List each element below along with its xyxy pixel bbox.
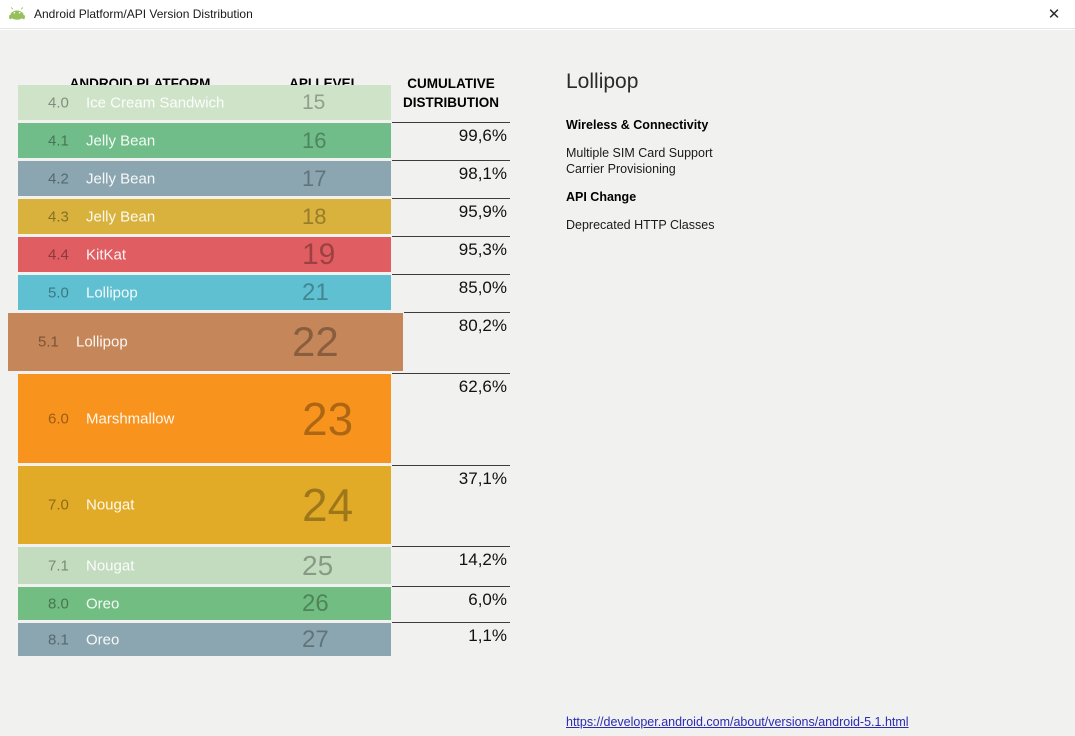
table-row[interactable]: 8.0 Oreo 26 6,0% — [0, 586, 512, 620]
dialog-content: ANDROID PLATFORM VERSION API LEVEL CUMUL… — [0, 30, 1075, 736]
cumulative-cell: 98,1% — [392, 160, 510, 196]
api-level-label: 23 — [302, 392, 354, 445]
version-bar: 6.0 Marshmallow 23 — [18, 374, 391, 463]
api-level-label: 24 — [302, 479, 354, 531]
table-row[interactable]: 4.0 Ice Cream Sandwich 15 — [0, 85, 512, 120]
rows-container: 4.0 Ice Cream Sandwich 15 4.1 Jelly Bean 16 99… — [0, 85, 512, 659]
details-item: Deprecated HTTP Classes — [566, 218, 715, 232]
table-row[interactable]: 5.0 Lollipop 21 85,0% — [0, 274, 512, 310]
details-section-heading: API Change — [566, 190, 637, 204]
api-level-label: 22 — [292, 318, 339, 365]
version-name-label: Lollipop — [86, 284, 138, 301]
version-label: 5.1 — [38, 333, 59, 351]
version-bar: 5.1 Lollipop 22 — [8, 313, 403, 371]
api-level-label: 15 — [302, 90, 326, 114]
version-label: 4.2 — [48, 170, 69, 187]
cumulative-cell: 14,2% — [392, 546, 510, 584]
details-sections: Wireless & Connectivity Multiple SIM Card… — [566, 118, 1046, 233]
version-label: 4.4 — [48, 246, 69, 263]
table-row[interactable]: 6.0 Marshmallow 23 62,6% — [0, 373, 512, 463]
cumulative-cell: 1,1% — [392, 622, 510, 656]
version-label: 4.0 — [48, 94, 69, 111]
table-row[interactable]: 8.1 Oreo 27 1,1% — [0, 622, 512, 656]
version-bar: 4.2 Jelly Bean 17 — [18, 161, 391, 196]
version-bar: 5.0 Lollipop 21 — [18, 275, 391, 310]
cumulative-cell: 6,0% — [392, 586, 510, 620]
table-row[interactable]: 7.0 Nougat 24 37,1% — [0, 465, 512, 544]
version-name-label: Ice Cream Sandwich — [86, 94, 225, 111]
api-level-label: 19 — [302, 237, 336, 271]
version-label: 4.1 — [48, 132, 69, 149]
details-item: Multiple SIM Card Support — [566, 146, 713, 160]
version-doc-link[interactable]: https://developer.android.com/about/vers… — [566, 715, 909, 729]
api-level-label: 16 — [302, 127, 327, 153]
window-title: Android Platform/API Version Distributio… — [34, 7, 253, 21]
api-level-label: 17 — [302, 165, 327, 191]
api-level-label: 25 — [302, 549, 334, 581]
version-name-label: Marshmallow — [86, 410, 175, 427]
cumulative-cell: 95,9% — [392, 198, 510, 234]
version-bar: 4.1 Jelly Bean 16 — [18, 123, 391, 158]
version-name-label: Jelly Bean — [86, 132, 156, 149]
version-bar: 8.1 Oreo 27 — [18, 623, 391, 656]
title-bar: Android Platform/API Version Distributio… — [0, 0, 1075, 29]
details-panel: Lollipop Wireless & Connectivity Multiple… — [566, 70, 1046, 246]
version-label: 7.1 — [48, 557, 69, 574]
version-name-label: Oreo — [86, 631, 120, 648]
details-section-heading: Wireless & Connectivity — [566, 118, 709, 132]
version-name-label: Nougat — [86, 496, 135, 514]
details-item: Carrier Provisioning — [566, 162, 676, 176]
version-name-label: Nougat — [86, 557, 135, 574]
cumulative-cell: 37,1% — [392, 465, 510, 544]
api-level-label: 27 — [302, 625, 329, 653]
android-icon — [9, 7, 25, 20]
version-label: 4.3 — [48, 208, 69, 225]
version-bar: 4.0 Ice Cream Sandwich 15 — [18, 85, 391, 120]
cumulative-cell: 85,0% — [392, 274, 510, 310]
version-bar: 8.0 Oreo 26 — [18, 587, 391, 620]
cumulative-cell: 99,6% — [392, 122, 510, 158]
cumulative-cell: 95,3% — [392, 236, 510, 272]
version-bar: 4.3 Jelly Bean 18 — [18, 199, 391, 234]
table-row[interactable]: 4.2 Jelly Bean 17 98,1% — [0, 160, 512, 196]
version-name-label: KitKat — [86, 246, 127, 263]
version-label: 6.0 — [48, 410, 69, 427]
cumulative-cell: 80,2% — [404, 312, 510, 371]
version-name-label: Oreo — [86, 595, 120, 612]
table-row[interactable]: 4.3 Jelly Bean 18 95,9% — [0, 198, 512, 234]
close-icon: ✕ — [1047, 6, 1061, 23]
version-bar: 4.4 KitKat 19 — [18, 237, 391, 272]
version-bar: 7.1 Nougat 25 — [18, 547, 391, 584]
cumulative-cell — [392, 84, 510, 120]
version-name-label: Jelly Bean — [86, 208, 156, 225]
close-button[interactable]: ✕ — [1033, 0, 1075, 28]
version-label: 8.0 — [48, 595, 69, 612]
cumulative-cell: 62,6% — [392, 373, 510, 463]
details-section-items: Multiple SIM Card Support Carrier Provisi… — [566, 145, 1046, 177]
version-label: 8.1 — [48, 631, 69, 648]
version-name-label: Lollipop — [76, 333, 128, 351]
details-section-items: Deprecated HTTP Classes — [566, 217, 1046, 233]
api-level-label: 18 — [302, 203, 327, 229]
version-name-label: Jelly Bean — [86, 170, 156, 187]
table-row[interactable]: 4.1 Jelly Bean 16 99,6% — [0, 122, 512, 158]
api-level-label: 21 — [302, 278, 329, 306]
table-row[interactable]: 7.1 Nougat 25 14,2% — [0, 546, 512, 584]
api-level-label: 26 — [302, 589, 329, 617]
version-label: 5.0 — [48, 284, 69, 301]
table-row[interactable]: 4.4 KitKat 19 95,3% — [0, 236, 512, 272]
version-label: 7.0 — [48, 496, 69, 514]
table-row[interactable]: 5.1 Lollipop 22 80,2% — [0, 312, 512, 371]
version-bar: 7.0 Nougat 24 — [18, 466, 391, 544]
details-title: Lollipop — [566, 70, 639, 93]
header-cumulative-distribution: CUMULATIVE DISTRIBUTION — [403, 76, 499, 110]
